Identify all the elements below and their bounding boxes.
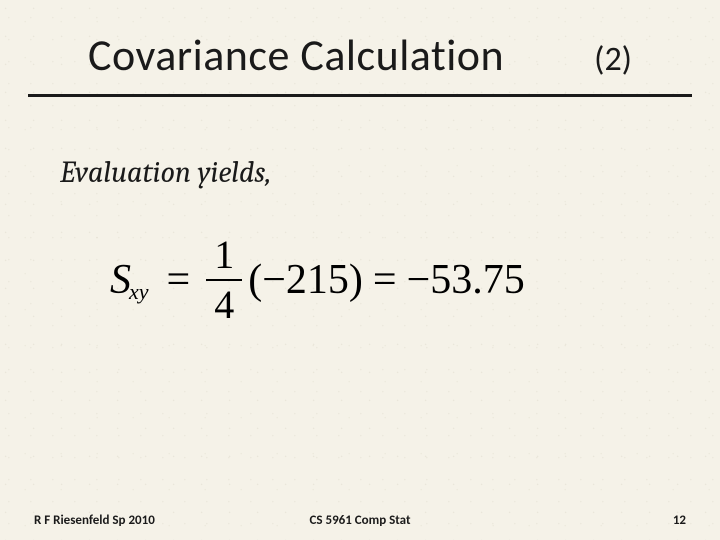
- paren-open: (: [248, 256, 262, 304]
- slide: Covariance Calculation (2) Evaluation yi…: [0, 0, 720, 540]
- footer-center: CS 5961 Comp Stat: [310, 513, 411, 528]
- equals-sign: =: [167, 256, 191, 304]
- equation-lhs-symbol: S: [110, 256, 131, 304]
- footer-right-page-number: 12: [673, 513, 686, 528]
- fraction-denominator: 4: [206, 281, 242, 325]
- footer-left: R F Riesenfeld Sp 2010: [34, 513, 155, 528]
- paren-close: ): [349, 256, 363, 304]
- paren-value: −215: [262, 256, 349, 304]
- equation-lhs-subscript: xy: [129, 279, 149, 305]
- body-lead-text: Evaluation yields,: [60, 155, 271, 190]
- fraction: 1 4: [206, 235, 242, 325]
- covariance-equation: S xy = 1 4 ( −215 ) = −53.75: [110, 235, 525, 325]
- fraction-numerator: 1: [206, 235, 242, 281]
- title-row: Covariance Calculation (2): [28, 28, 692, 97]
- equals-sign-2: =: [373, 256, 397, 304]
- footer: R F Riesenfeld Sp 2010 CS 5961 Comp Stat…: [0, 513, 720, 528]
- slide-counter: (2): [594, 39, 632, 80]
- equation-result: −53.75: [407, 256, 525, 304]
- slide-title: Covariance Calculation: [88, 28, 504, 82]
